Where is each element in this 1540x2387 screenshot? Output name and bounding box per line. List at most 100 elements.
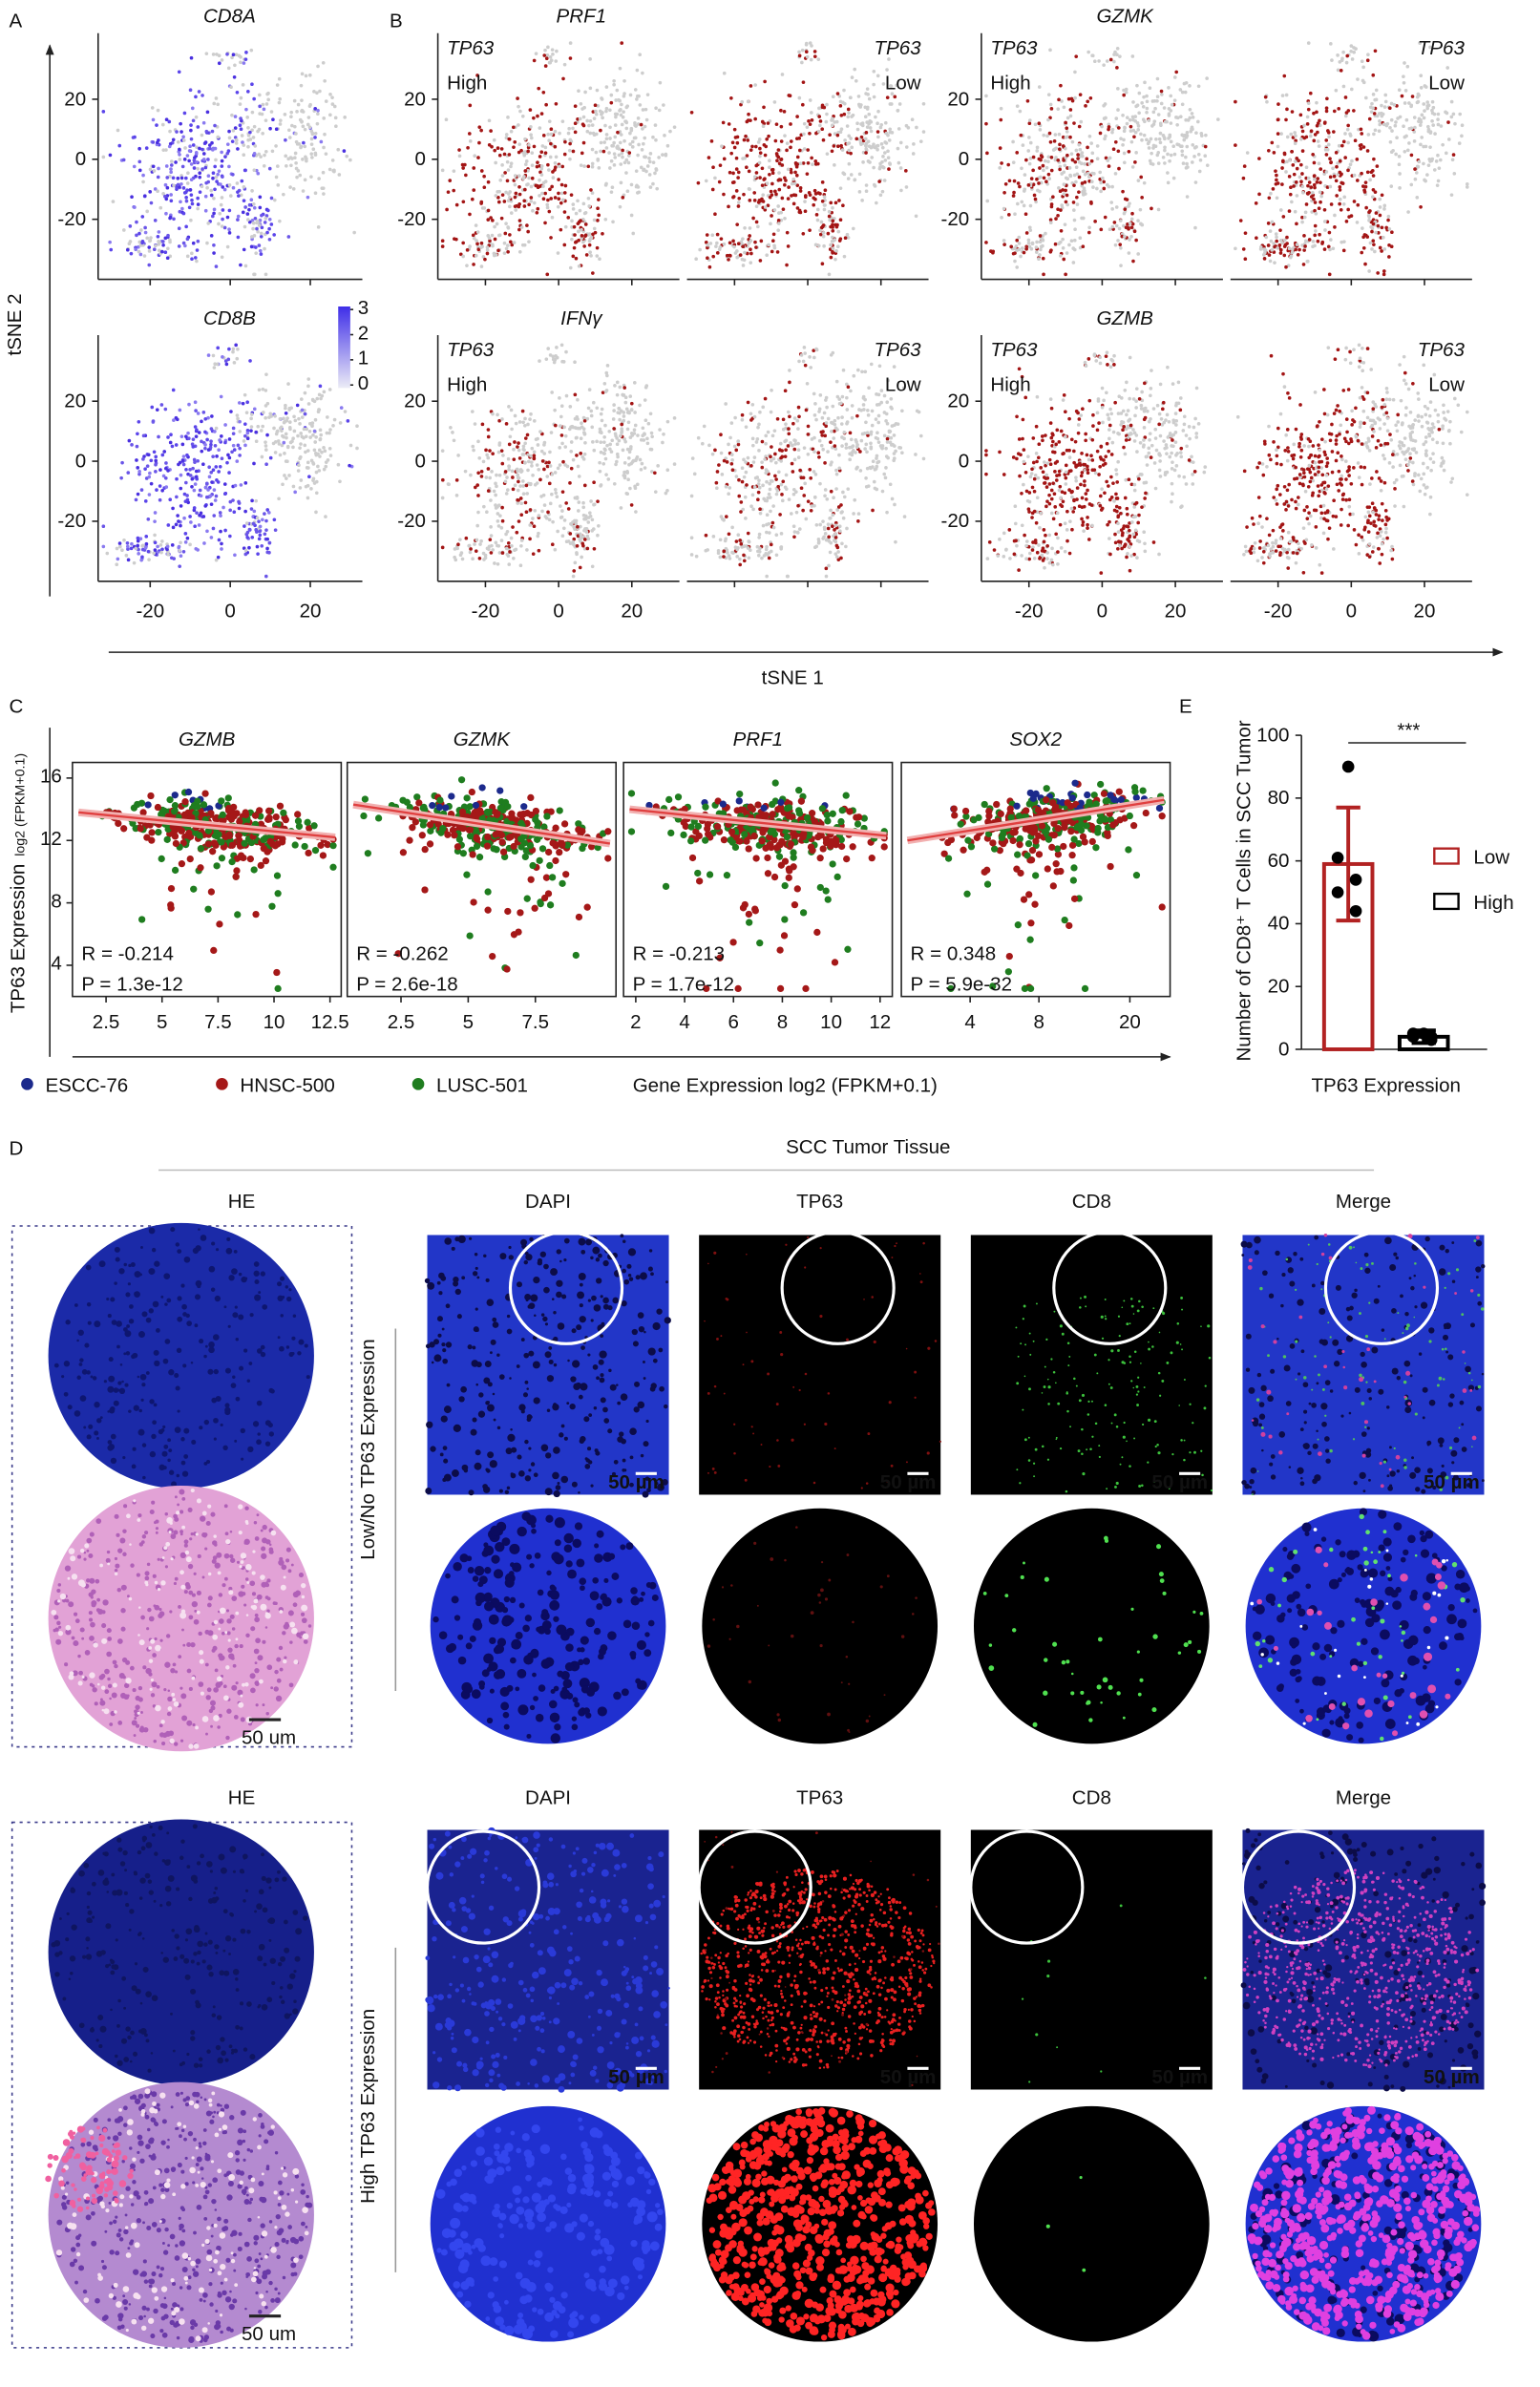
cell-dot bbox=[1346, 140, 1350, 145]
cell-dot bbox=[506, 199, 511, 202]
cell-dot bbox=[717, 180, 722, 184]
cell-dot bbox=[1290, 110, 1295, 114]
cell-dot bbox=[727, 258, 730, 262]
cell-dot bbox=[647, 156, 651, 160]
cell-dot bbox=[294, 166, 299, 171]
cell-dot bbox=[496, 524, 501, 528]
cell-dot bbox=[587, 388, 592, 391]
cell-dot bbox=[115, 562, 119, 567]
cell-dot bbox=[150, 405, 155, 410]
cell-dot bbox=[794, 137, 799, 140]
cell-dot bbox=[1147, 146, 1151, 150]
cell-dot bbox=[1183, 90, 1188, 95]
cell-dot bbox=[791, 470, 795, 474]
cell-dot bbox=[1275, 235, 1278, 240]
cell-dot bbox=[1318, 190, 1322, 195]
cell-dot bbox=[1065, 126, 1069, 131]
cell-dot bbox=[1150, 151, 1153, 156]
cell-dot bbox=[260, 543, 264, 548]
cell-dot bbox=[152, 551, 156, 556]
cell-dot bbox=[264, 216, 268, 221]
cell-dot bbox=[594, 109, 598, 114]
cell-dot bbox=[589, 413, 594, 418]
cell-dot bbox=[658, 80, 663, 85]
cell-dot bbox=[829, 201, 833, 205]
cell-dot bbox=[265, 546, 269, 551]
cell-dot bbox=[254, 498, 259, 503]
cell-dot bbox=[1444, 151, 1448, 156]
cell-dot bbox=[193, 400, 198, 405]
cell-dot bbox=[1388, 125, 1392, 130]
cell-dot bbox=[184, 196, 188, 200]
cell-dot bbox=[265, 508, 270, 512]
cell-dot bbox=[211, 176, 215, 180]
cell-dot bbox=[195, 145, 199, 149]
cell-dot bbox=[635, 97, 639, 101]
cell-dot bbox=[843, 236, 848, 241]
cell-dot bbox=[874, 115, 877, 119]
cell-dot bbox=[1431, 123, 1436, 127]
cell-dot bbox=[512, 457, 517, 462]
cell-dot bbox=[267, 217, 272, 222]
cell-dot bbox=[1383, 99, 1388, 104]
cell-dot bbox=[1128, 222, 1132, 225]
cell-dot bbox=[622, 461, 627, 465]
cell-dot bbox=[310, 423, 314, 428]
cell-dot bbox=[1045, 134, 1049, 138]
cell-dot bbox=[179, 554, 183, 559]
cell-dot bbox=[1141, 104, 1146, 109]
cell-dot bbox=[263, 221, 267, 224]
cell-dot bbox=[185, 254, 190, 259]
cell-dot bbox=[641, 426, 645, 431]
cell-dot bbox=[1192, 155, 1196, 158]
cell-dot bbox=[1182, 137, 1187, 142]
cell-dot bbox=[1372, 157, 1376, 161]
cell-dot bbox=[525, 223, 529, 227]
cell-dot bbox=[1150, 206, 1153, 211]
cell-dot bbox=[116, 557, 120, 561]
cell-dot bbox=[998, 166, 1002, 170]
cell-dot bbox=[736, 439, 740, 444]
cell-dot bbox=[1282, 253, 1287, 258]
cell-dot bbox=[526, 422, 530, 427]
cell-dot bbox=[1332, 174, 1337, 179]
cell-dot bbox=[1382, 203, 1387, 208]
cell-dot bbox=[612, 481, 617, 486]
cell-dot bbox=[580, 234, 584, 238]
cell-dot bbox=[1278, 228, 1282, 232]
cell-dot bbox=[707, 264, 712, 269]
cell-dot bbox=[1300, 184, 1305, 189]
cell-dot bbox=[665, 488, 669, 493]
cell-dot bbox=[219, 202, 223, 207]
cell-dot bbox=[1133, 160, 1137, 164]
cell-dot bbox=[883, 158, 888, 162]
cell-dot bbox=[247, 207, 251, 212]
cell-dot bbox=[216, 172, 221, 177]
cell-dot bbox=[1325, 129, 1330, 133]
cell-dot bbox=[209, 502, 214, 506]
cell-dot bbox=[797, 95, 802, 100]
cell-dot bbox=[523, 162, 528, 167]
cell-dot bbox=[261, 102, 265, 107]
cell-dot bbox=[1116, 126, 1121, 130]
cell-dot bbox=[786, 167, 791, 172]
cell-dot bbox=[1371, 222, 1376, 226]
cell-dot bbox=[1372, 112, 1377, 116]
cell-dot bbox=[855, 127, 860, 132]
cell-dot bbox=[312, 429, 317, 433]
cell-dot bbox=[1131, 128, 1136, 133]
cell-dot bbox=[1280, 182, 1284, 186]
cell-dot bbox=[559, 343, 564, 348]
cell-dot bbox=[1162, 136, 1167, 139]
cell-dot bbox=[1093, 219, 1097, 223]
cell-dot bbox=[844, 442, 849, 447]
cell-dot bbox=[225, 142, 230, 146]
cell-dot bbox=[1034, 245, 1039, 249]
cell-dot bbox=[477, 140, 481, 145]
cell-dot bbox=[562, 62, 567, 67]
cell-dot bbox=[189, 162, 194, 166]
cell-dot bbox=[564, 539, 569, 544]
cell-dot bbox=[139, 558, 143, 562]
cell-dot bbox=[544, 102, 548, 107]
cell-dot bbox=[802, 494, 807, 497]
